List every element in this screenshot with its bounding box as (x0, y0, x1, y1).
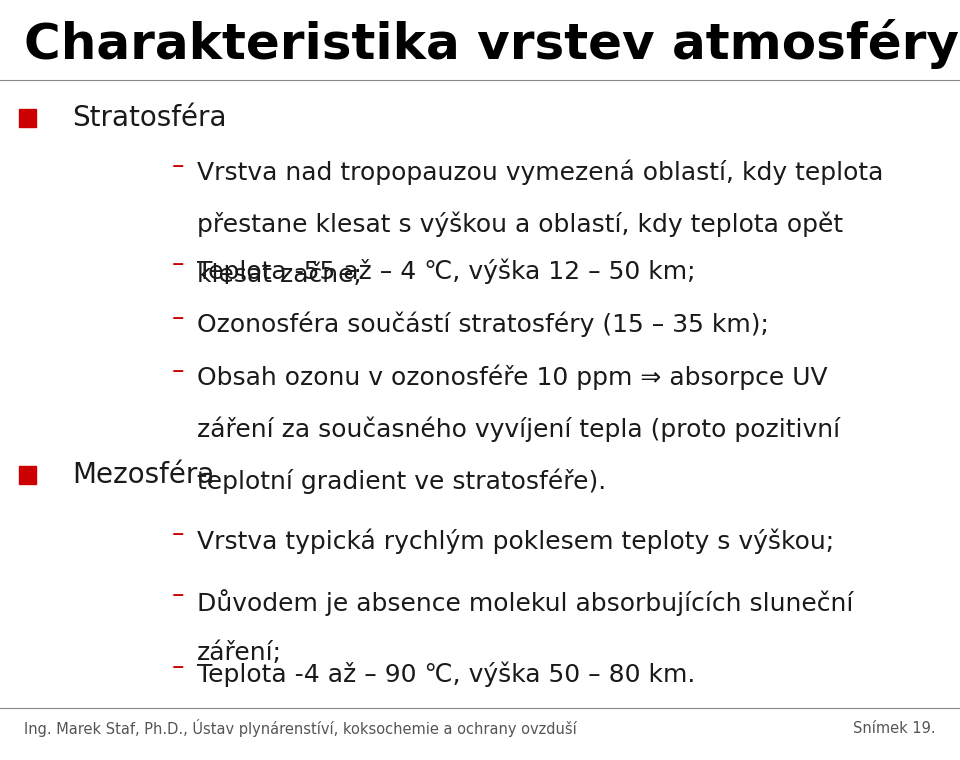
Text: přestane klesat s výškou a oblastí, kdy teplota opět: přestane klesat s výškou a oblastí, kdy … (197, 211, 843, 237)
Text: Snímek 19.: Snímek 19. (853, 720, 936, 736)
Text: Charakteristika vrstev atmosféry: Charakteristika vrstev atmosféry (24, 19, 959, 69)
Text: klesat začne;: klesat začne; (197, 263, 362, 287)
Text: –: – (171, 252, 184, 277)
Text: Ozonosféra součástí stratosféry (15 – 35 km);: Ozonosféra součástí stratosféry (15 – 35… (197, 312, 769, 337)
Text: Teplota -4 až – 90 ℃, výška 50 – 80 km.: Teplota -4 až – 90 ℃, výška 50 – 80 km. (197, 661, 695, 687)
Text: Mezosféra: Mezosféra (72, 461, 214, 489)
Text: záření;: záření; (197, 641, 282, 665)
Text: –: – (171, 154, 184, 178)
Text: –: – (171, 306, 184, 330)
Text: Teplota -55 až – 4 ℃, výška 12 – 50 km;: Teplota -55 až – 4 ℃, výška 12 – 50 km; (197, 258, 695, 284)
Text: teplotní gradient ve stratosféře).: teplotní gradient ve stratosféře). (197, 468, 606, 494)
Text: Stratosféra: Stratosféra (72, 104, 227, 131)
Text: Ing. Marek Staf, Ph.D., Ústav plynárenstíví, koksochemie a ochrany ovzduší: Ing. Marek Staf, Ph.D., Ústav plynárenst… (24, 719, 577, 737)
Bar (19, 466, 36, 484)
Bar (19, 109, 36, 127)
Text: –: – (171, 583, 184, 607)
Text: Důvodem je absence molekul absorbujících sluneční: Důvodem je absence molekul absorbujících… (197, 589, 853, 616)
Text: –: – (171, 359, 184, 383)
Text: Obsah ozonu v ozonosféře 10 ppm ⇒ absorpce UV: Obsah ozonu v ozonosféře 10 ppm ⇒ absorp… (197, 365, 828, 391)
Text: Vrstva typická rychlým poklesem teploty s výškou;: Vrstva typická rychlým poklesem teploty … (197, 528, 834, 554)
Text: –: – (171, 522, 184, 546)
Text: záření za současného vyvíjení tepla (proto pozitivní: záření za současného vyvíjení tepla (pro… (197, 416, 840, 442)
Text: –: – (171, 655, 184, 679)
Text: Vrstva nad tropopauzou vymezená oblastí, kdy teplota: Vrstva nad tropopauzou vymezená oblastí,… (197, 160, 883, 185)
